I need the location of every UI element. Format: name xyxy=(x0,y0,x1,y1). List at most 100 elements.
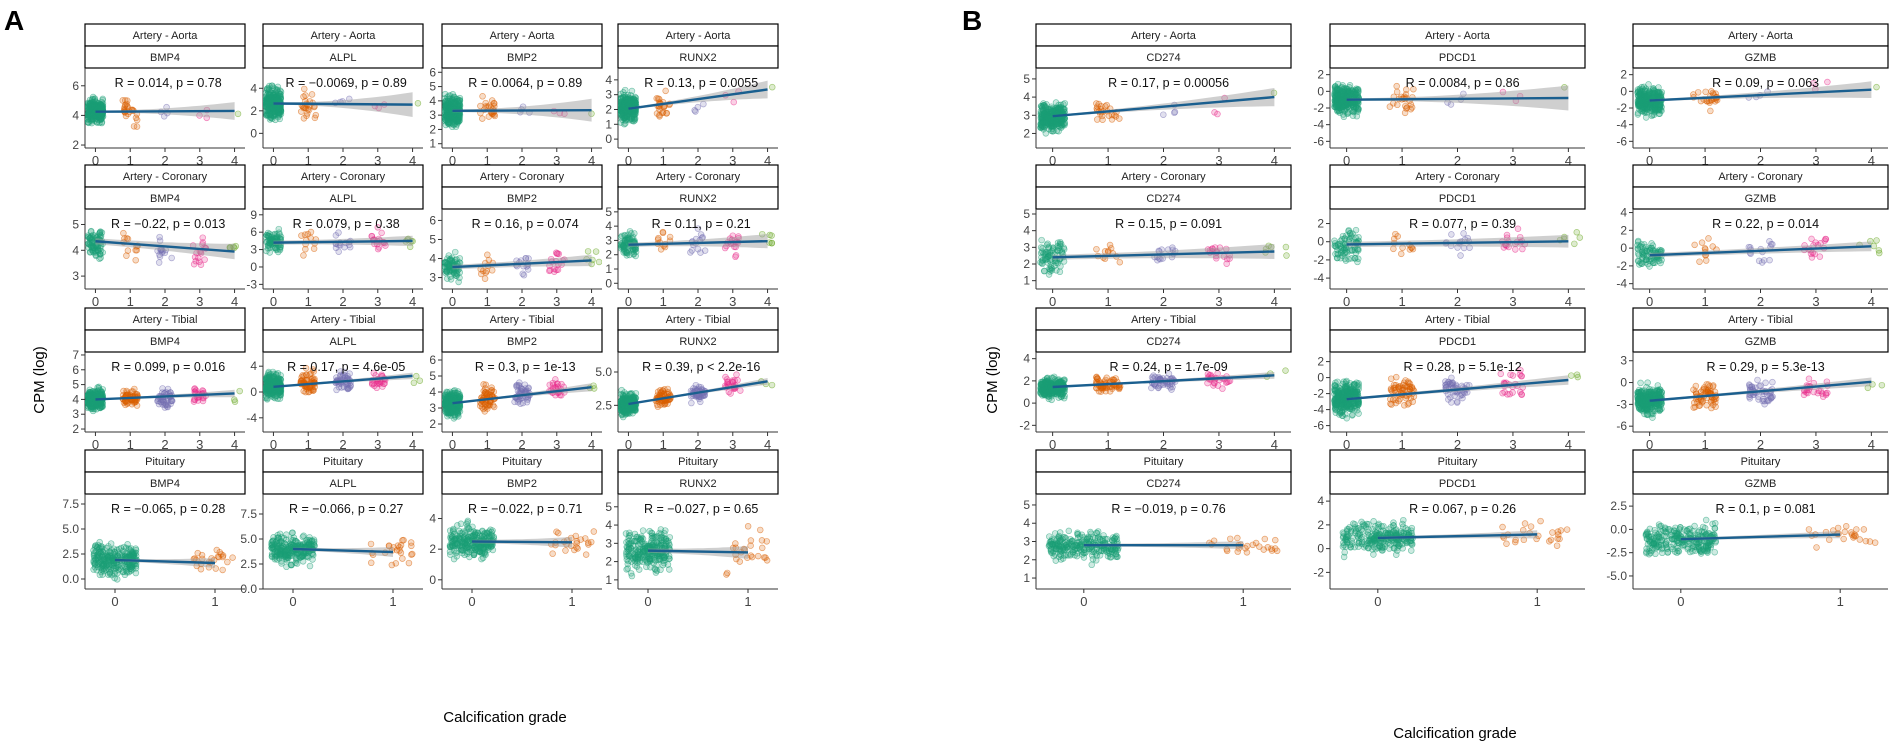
plot-area xyxy=(85,227,240,268)
data-point xyxy=(97,389,104,397)
data-point xyxy=(584,248,592,255)
data-point xyxy=(464,517,472,525)
y-tick-label: 4 xyxy=(429,512,436,526)
data-point xyxy=(488,532,496,540)
data-point xyxy=(263,110,270,117)
correlation-label: R = 0.0064, p = 0.89 xyxy=(468,76,582,90)
data-point xyxy=(100,560,108,568)
data-point xyxy=(446,409,454,417)
data-point xyxy=(477,270,485,278)
x-tick-label: 1 xyxy=(744,594,751,609)
data-point xyxy=(622,392,629,399)
strip-gene-label: BMP2 xyxy=(507,478,537,490)
x-tick-label: 3 xyxy=(374,294,381,309)
data-point xyxy=(623,252,631,259)
data-point xyxy=(447,257,454,264)
strip-gene-label: ALPL xyxy=(330,478,357,490)
data-point xyxy=(549,550,556,557)
y-tick-label: -3 xyxy=(246,277,257,291)
data-point xyxy=(312,111,320,119)
data-point xyxy=(394,542,402,549)
data-point xyxy=(554,250,561,257)
data-point xyxy=(310,245,318,252)
y-tick-label: 0.0 xyxy=(240,582,257,596)
correlation-label: R = 0.17, p = 4.6e-05 xyxy=(287,360,405,374)
strip-gene-label: BMP4 xyxy=(150,193,180,205)
data-point xyxy=(300,252,307,259)
x-tick-label: 1 xyxy=(127,294,134,309)
data-point xyxy=(270,550,278,557)
data-point xyxy=(655,234,662,242)
data-point xyxy=(688,399,695,407)
y-tick-label: 1 xyxy=(605,117,612,131)
data-point xyxy=(732,253,739,261)
data-point xyxy=(469,546,476,554)
strip-gene-label: BMP2 xyxy=(507,52,537,64)
x-tick-label: 4 xyxy=(409,153,416,168)
correlation-label: R = 0.11, p = 0.21 xyxy=(652,217,751,231)
regression-line xyxy=(452,108,592,113)
y-axis-label-b: CPM (log) xyxy=(984,346,1001,414)
data-point xyxy=(768,381,776,389)
data-point xyxy=(113,576,121,583)
strip-gene-label: BMP2 xyxy=(507,193,537,205)
data-point xyxy=(274,83,282,91)
data-point xyxy=(454,407,461,414)
data-point xyxy=(265,88,272,96)
strip-gene-label: ALPL xyxy=(330,336,357,348)
data-point xyxy=(621,114,628,122)
plot-area xyxy=(268,529,416,571)
x-tick-label: 4 xyxy=(231,153,238,168)
data-point xyxy=(91,554,98,562)
data-point xyxy=(156,233,163,241)
data-point xyxy=(123,100,130,108)
data-point xyxy=(96,232,104,239)
data-point xyxy=(623,236,631,244)
x-tick-label: 0 xyxy=(111,594,118,609)
data-point xyxy=(618,386,625,394)
strip-tissue-label: Pituitary xyxy=(145,456,185,468)
correlation-label: R = −0.066, p = 0.27 xyxy=(289,502,403,516)
data-point xyxy=(85,118,92,126)
data-point xyxy=(416,377,423,384)
y-tick-label: 6 xyxy=(429,65,436,79)
data-point xyxy=(120,229,127,237)
x-tick-label: 3 xyxy=(196,294,203,309)
data-point xyxy=(219,553,227,561)
data-point xyxy=(768,83,776,91)
data-point xyxy=(488,386,495,394)
y-tick-label: 4 xyxy=(72,108,79,122)
x-tick-label: 0 xyxy=(644,594,651,609)
data-point xyxy=(446,542,454,549)
data-point xyxy=(621,404,629,411)
data-point xyxy=(133,123,141,130)
strip-tissue-label: Artery - Aorta xyxy=(666,30,732,42)
data-point xyxy=(463,535,470,542)
y-tick-label: 5.0 xyxy=(240,532,257,546)
data-point xyxy=(656,111,663,119)
data-point xyxy=(618,232,626,240)
x-tick-label: 0 xyxy=(625,294,632,309)
y-tick-label: 3 xyxy=(429,271,436,285)
data-point xyxy=(551,268,558,275)
data-point xyxy=(273,392,281,399)
data-point xyxy=(344,385,352,393)
data-point xyxy=(132,256,139,264)
y-tick-label: 0 xyxy=(250,385,257,399)
x-tick-label: 0 xyxy=(449,153,456,168)
data-point xyxy=(399,555,406,562)
strip-gene-label: BMP4 xyxy=(150,52,180,64)
data-point xyxy=(582,551,590,558)
data-point xyxy=(86,400,93,407)
data-point xyxy=(132,545,139,552)
data-point xyxy=(481,275,489,282)
data-point xyxy=(480,381,487,388)
y-tick-label: 1 xyxy=(605,573,612,587)
data-point xyxy=(85,240,92,247)
strip-gene-label: RUNX2 xyxy=(679,336,716,348)
correlation-label: R = 0.39, p < 2.2e-16 xyxy=(642,360,760,374)
